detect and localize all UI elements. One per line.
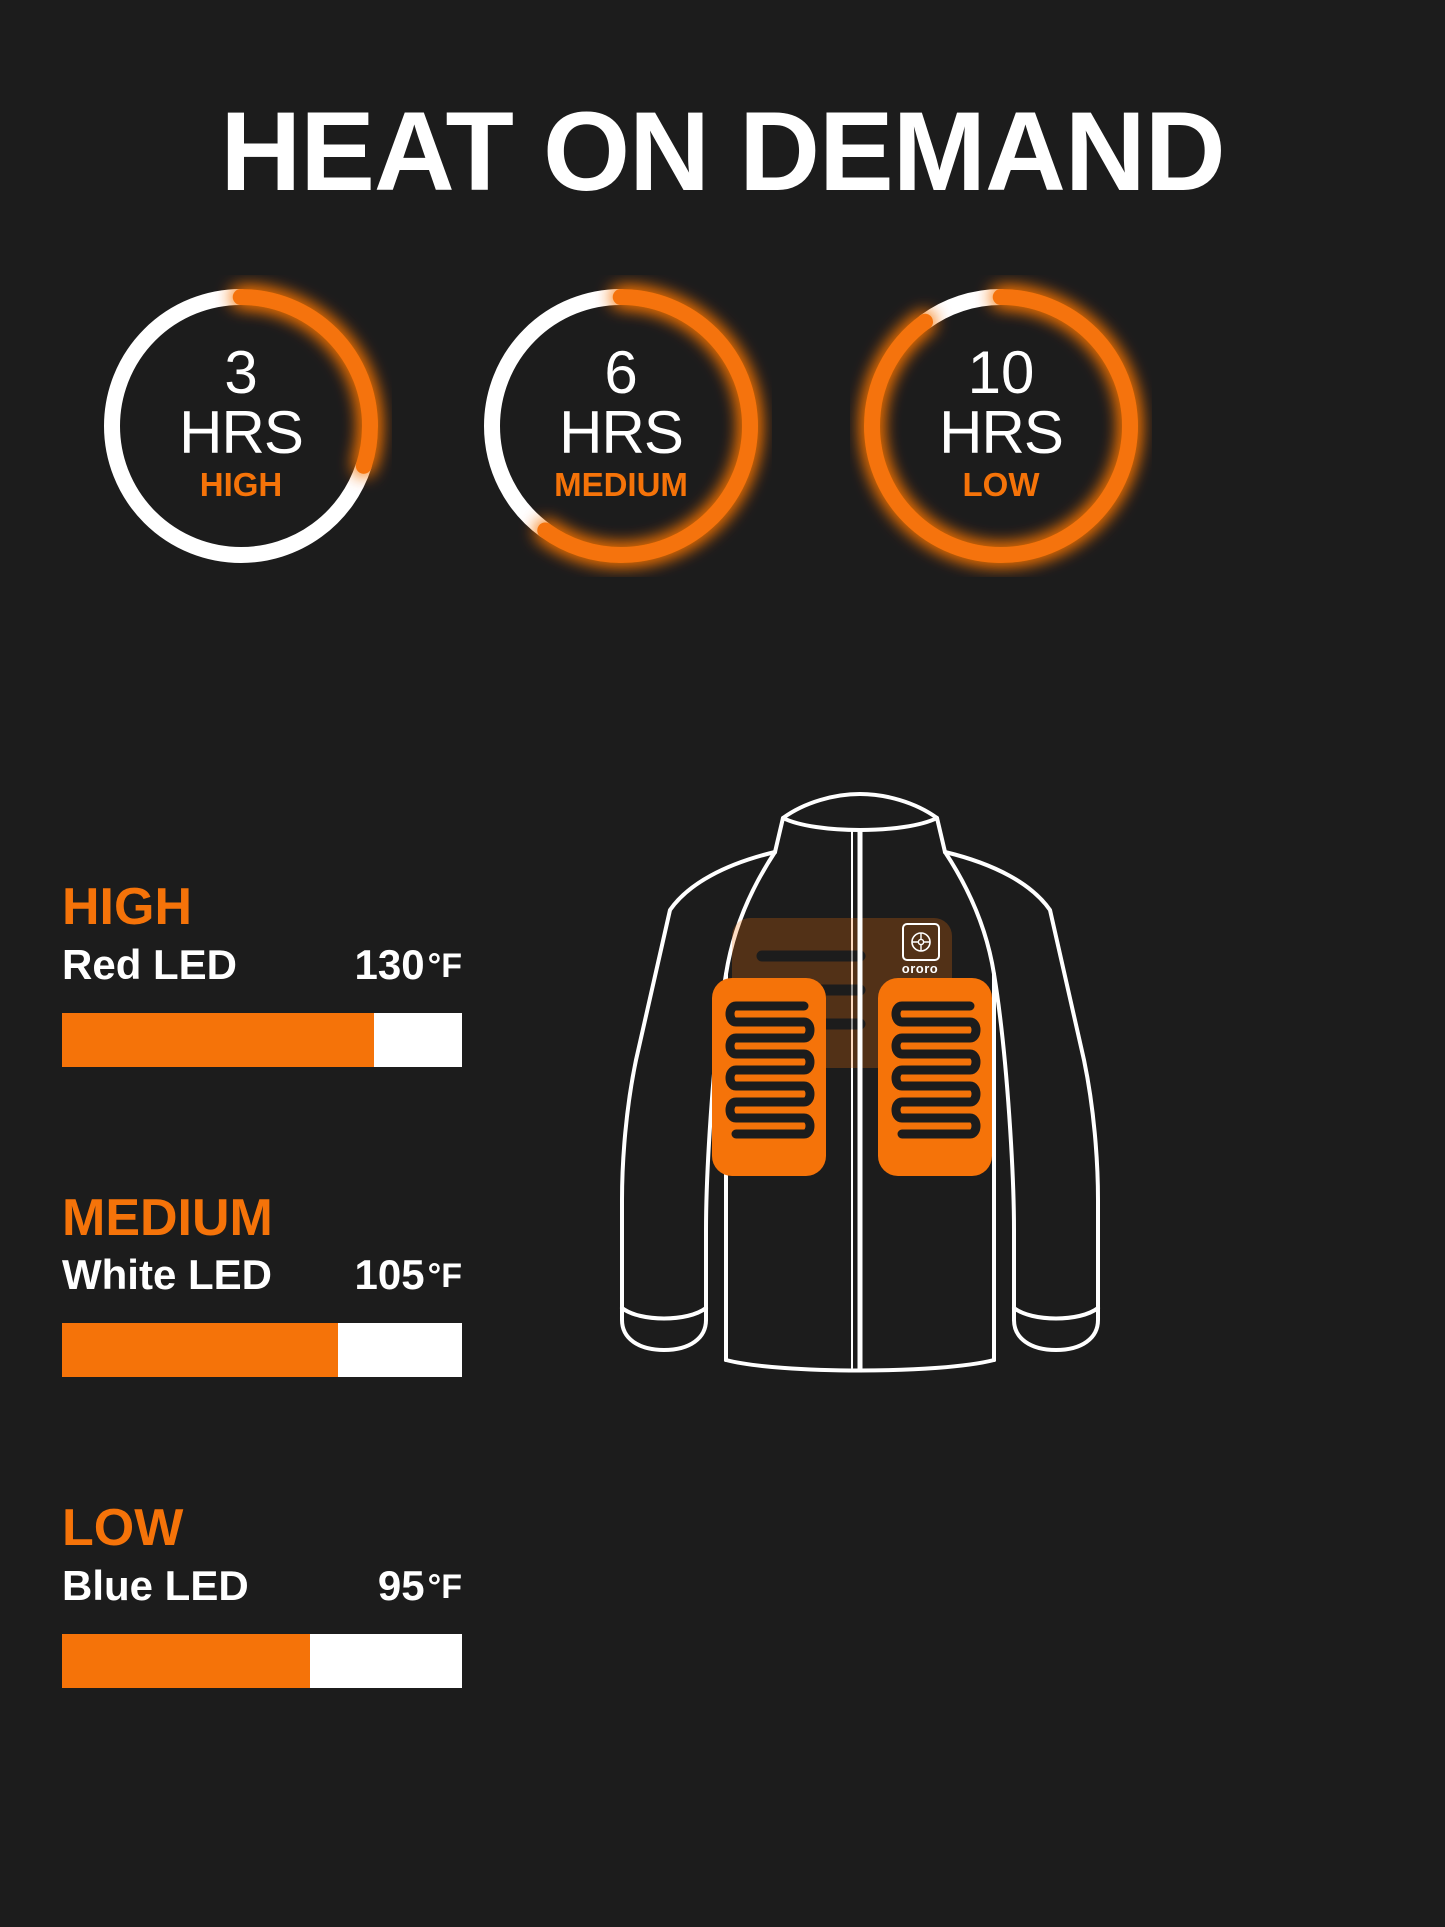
temp-value: 105 (354, 1251, 425, 1299)
jacket-svg (620, 792, 1100, 1373)
level-temperature: 105°F (355, 1251, 462, 1299)
battery-ring-icon (104, 289, 378, 563)
brand-name: ororo (901, 961, 939, 976)
jacket-right-cuff (1012, 1306, 1100, 1321)
jacket-right-seam (943, 850, 1016, 1322)
gauge-mode-label: LOW (962, 466, 1040, 504)
level-name: HIGH (62, 878, 192, 936)
battery-ring-icon (484, 289, 758, 563)
gauge-value: 6 (604, 339, 638, 407)
gauge-low: 10 HRS LOW (850, 275, 1152, 577)
gauge-unit: HRS (559, 399, 684, 467)
level-led: Red LED (62, 940, 238, 988)
gauge-unit: HRS (939, 399, 1064, 467)
gauge-value: 3 (224, 339, 258, 407)
level-temperature: 130°F (355, 941, 462, 989)
heat-level-high: HIGH Red LED 130°F (62, 880, 462, 1067)
battery-ring-icon (864, 289, 1138, 563)
jacket-left-cuff (620, 1306, 708, 1321)
temperature-bar-fill (62, 1633, 310, 1688)
degree-unit: °F (427, 946, 462, 985)
ororo-logo-badge (902, 923, 940, 961)
degree-unit: °F (427, 1567, 462, 1606)
temp-value: 130 (354, 940, 425, 988)
gauge-medium: 6 HRS MEDIUM (470, 275, 772, 577)
heat-level-medium: MEDIUM White LED 105°F (62, 1188, 462, 1378)
jacket-right-side (943, 850, 1100, 1352)
level-led: White LED (62, 1251, 272, 1299)
heated-jacket-illustration (560, 760, 1120, 1450)
battery-gauge-group: 3 HRS HIGH 6 HRS MEDIUM (0, 275, 1445, 595)
heating-panel-right (878, 978, 992, 1176)
gauge-mode-label: HIGH (199, 466, 283, 504)
gauge-value: 10 (967, 339, 1035, 407)
temperature-bar-fill (62, 1012, 374, 1067)
gauge-unit: HRS (179, 399, 304, 467)
temperature-bar (62, 1633, 462, 1688)
temperature-bar (62, 1012, 462, 1067)
page-title: HEAT ON DEMAND (220, 89, 1225, 214)
gauge-high: 3 HRS HIGH (90, 275, 392, 577)
temperature-bar-fill (62, 1323, 338, 1378)
level-led: Blue LED (62, 1561, 249, 1609)
heat-level-list: HIGH Red LED 130°F MEDIUM White LED 105°… (62, 880, 462, 1688)
gauge-mode-label: MEDIUM (554, 466, 688, 504)
temp-value: 95 (377, 1561, 425, 1609)
jacket-left-side (620, 850, 777, 1352)
heating-panel-left (712, 978, 826, 1176)
jacket-collar (773, 792, 947, 854)
heat-level-low: LOW Blue LED 95°F (62, 1501, 462, 1688)
degree-unit: °F (427, 1257, 462, 1296)
level-temperature: 95°F (378, 1562, 462, 1610)
temperature-bar (62, 1323, 462, 1378)
level-name: MEDIUM (62, 1188, 273, 1247)
level-name: LOW (62, 1499, 184, 1558)
fan-icon (911, 932, 931, 952)
